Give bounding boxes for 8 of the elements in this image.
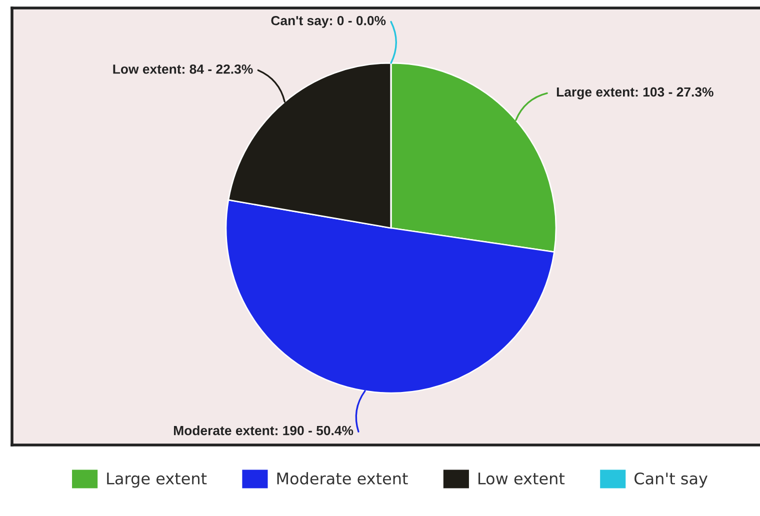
data-label: Moderate extent: 190 - 50.4% bbox=[174, 426, 354, 436]
data-label: Low extent: 84 - 22.3% bbox=[113, 64, 253, 74]
text: Can't say: 0 - 0.0% bbox=[271, 16, 386, 28]
legend-label: Moderate extent bbox=[277, 472, 408, 485]
legend-label: Low extent bbox=[478, 472, 565, 485]
legend-label: Large extent bbox=[107, 472, 207, 488]
data-label: Large extent: 103 - 27.3% bbox=[556, 87, 714, 100]
legend-label: Can't say bbox=[634, 472, 708, 488]
